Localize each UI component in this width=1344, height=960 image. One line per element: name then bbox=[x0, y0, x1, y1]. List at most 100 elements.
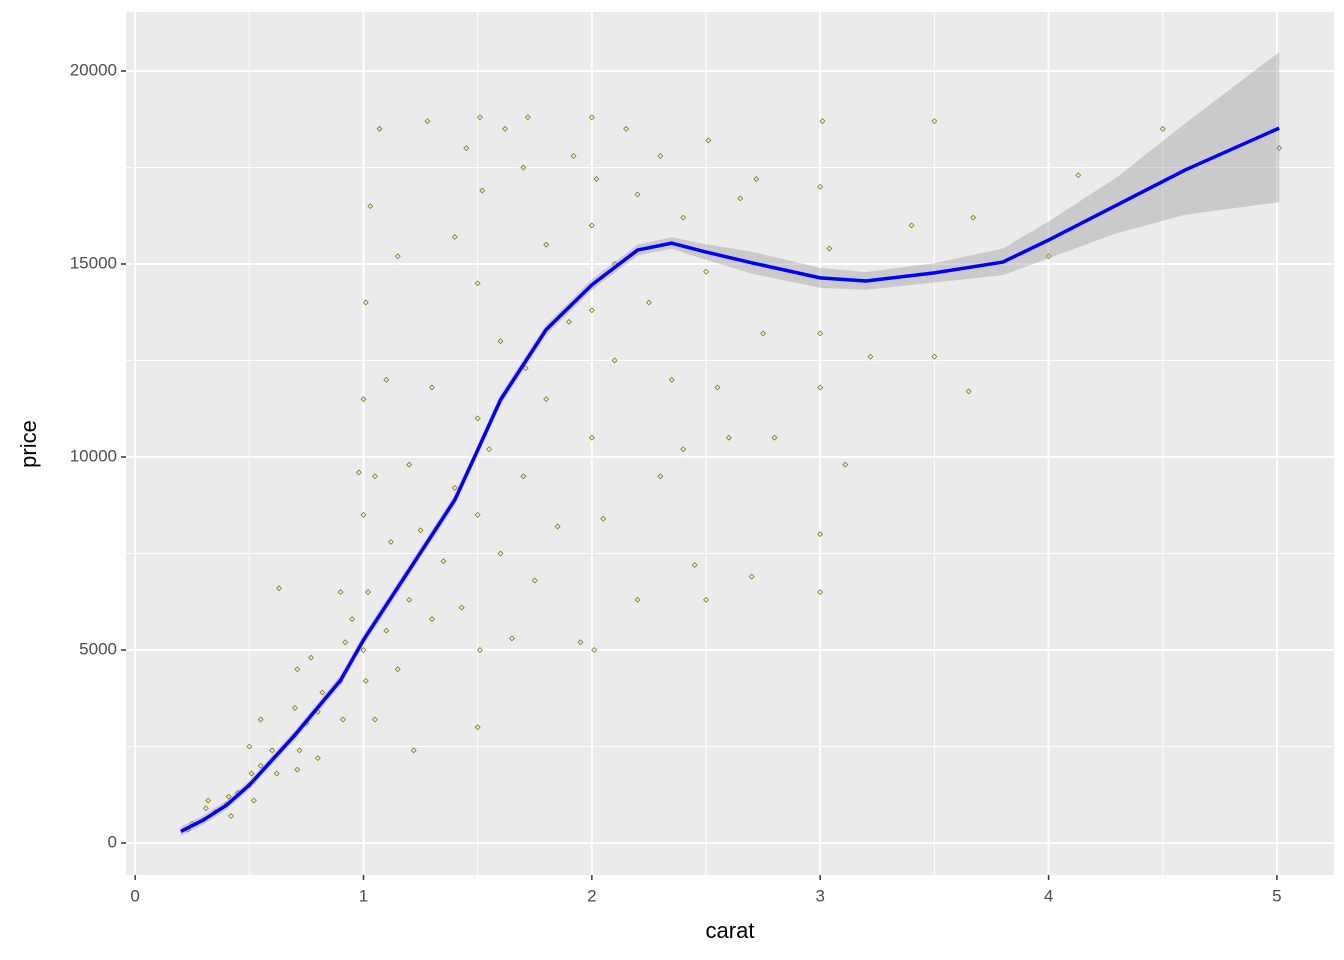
point bbox=[1159, 125, 1166, 132]
point bbox=[319, 689, 326, 696]
point bbox=[246, 743, 253, 750]
point bbox=[737, 195, 744, 202]
point bbox=[202, 805, 209, 812]
point bbox=[337, 589, 344, 596]
point bbox=[269, 747, 276, 754]
point bbox=[543, 396, 550, 403]
point bbox=[593, 176, 600, 183]
panel-background bbox=[126, 12, 1334, 875]
point bbox=[371, 473, 378, 480]
point bbox=[383, 627, 390, 634]
point bbox=[339, 716, 346, 723]
point bbox=[1045, 253, 1052, 260]
point bbox=[410, 747, 417, 754]
point bbox=[292, 704, 298, 711]
point bbox=[296, 747, 303, 754]
point bbox=[1276, 145, 1283, 152]
point bbox=[474, 724, 481, 731]
confidence-band bbox=[180, 52, 1280, 837]
y-tick-label: 10000 bbox=[70, 446, 117, 465]
point bbox=[705, 137, 712, 144]
point bbox=[714, 384, 721, 391]
point bbox=[748, 573, 755, 580]
point bbox=[479, 187, 486, 194]
point bbox=[680, 214, 687, 221]
point bbox=[497, 338, 504, 345]
point bbox=[817, 384, 824, 391]
point bbox=[588, 434, 595, 441]
point bbox=[931, 118, 938, 125]
point bbox=[248, 770, 255, 777]
point bbox=[257, 762, 264, 769]
point bbox=[476, 647, 483, 653]
x-axis-title: carat bbox=[706, 918, 755, 943]
point bbox=[508, 635, 515, 642]
point bbox=[486, 446, 493, 453]
point bbox=[543, 241, 550, 248]
point bbox=[429, 384, 435, 391]
point bbox=[703, 268, 709, 275]
point bbox=[497, 550, 504, 557]
point bbox=[308, 654, 314, 661]
x-tick-label: 2 bbox=[587, 886, 596, 905]
point bbox=[520, 164, 527, 171]
x-tick-label: 3 bbox=[815, 886, 824, 905]
point bbox=[349, 616, 356, 623]
point bbox=[360, 396, 367, 403]
point bbox=[355, 469, 362, 476]
point bbox=[634, 191, 641, 198]
y-tick-label: 15000 bbox=[70, 253, 117, 272]
point bbox=[931, 353, 938, 360]
point bbox=[429, 616, 435, 623]
point bbox=[588, 307, 595, 314]
point bbox=[577, 639, 584, 646]
point bbox=[668, 376, 675, 383]
point bbox=[645, 299, 652, 306]
point bbox=[342, 639, 349, 646]
point bbox=[371, 716, 378, 723]
point bbox=[474, 280, 481, 287]
point bbox=[458, 604, 465, 611]
x-tick-label: 0 bbox=[130, 886, 139, 905]
point bbox=[417, 527, 424, 534]
point bbox=[908, 222, 915, 229]
point bbox=[970, 214, 977, 221]
point bbox=[451, 234, 458, 240]
point bbox=[817, 183, 824, 190]
point bbox=[817, 531, 824, 538]
point bbox=[524, 114, 531, 121]
point bbox=[474, 511, 481, 518]
point bbox=[657, 473, 664, 480]
point bbox=[570, 152, 577, 159]
point bbox=[817, 330, 824, 337]
point bbox=[760, 330, 767, 337]
point bbox=[753, 176, 760, 183]
point bbox=[406, 596, 413, 603]
point bbox=[362, 299, 369, 306]
point bbox=[474, 415, 481, 422]
y-axis-title: price bbox=[16, 420, 41, 468]
point bbox=[522, 365, 529, 372]
point bbox=[554, 523, 561, 530]
point bbox=[588, 222, 595, 229]
point bbox=[771, 434, 778, 441]
point bbox=[725, 434, 732, 441]
point bbox=[588, 114, 595, 121]
y-tick-label: 20000 bbox=[70, 60, 117, 79]
point bbox=[228, 813, 235, 819]
point bbox=[406, 461, 413, 468]
point bbox=[520, 473, 527, 480]
point bbox=[476, 114, 483, 121]
point bbox=[502, 125, 509, 132]
point bbox=[463, 145, 470, 152]
x-tick-label: 1 bbox=[359, 886, 368, 905]
point bbox=[657, 152, 664, 159]
point bbox=[867, 353, 874, 360]
point bbox=[842, 461, 849, 468]
smooth-line bbox=[180, 126, 1280, 833]
point bbox=[703, 596, 709, 603]
point bbox=[1075, 172, 1082, 179]
point bbox=[367, 203, 374, 210]
point bbox=[591, 647, 598, 653]
x-tick-label: 5 bbox=[1272, 886, 1281, 905]
